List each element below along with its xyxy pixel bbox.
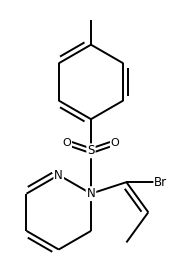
Text: Br: Br	[154, 176, 167, 189]
Text: N: N	[54, 168, 63, 181]
Text: O: O	[62, 138, 71, 148]
Text: S: S	[87, 144, 95, 157]
Text: N: N	[87, 187, 95, 200]
Text: O: O	[111, 138, 120, 148]
